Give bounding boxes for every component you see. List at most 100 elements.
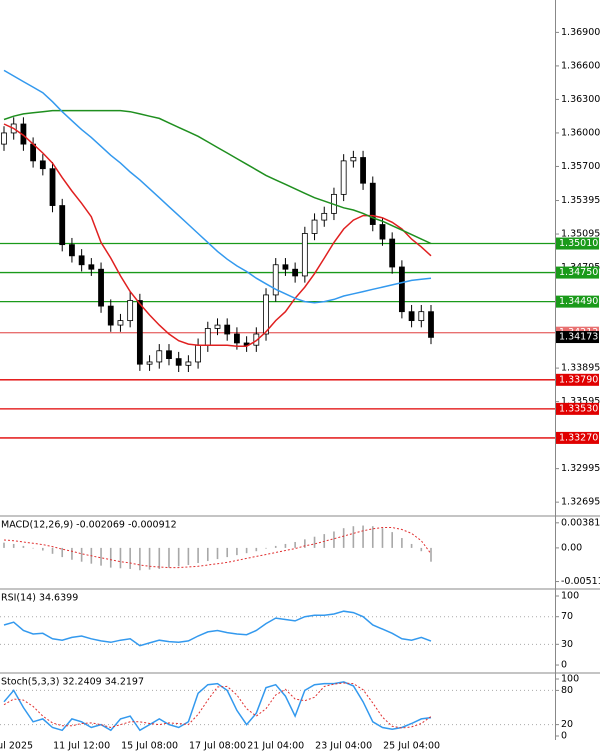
y-tick-label: 1.32995 (561, 463, 600, 474)
candle-body (418, 311, 425, 322)
moving-average (3, 69, 432, 304)
macd-bar (430, 547, 432, 562)
panel-title: Stoch(5,3,3) 32.2409 34.2197 (1, 677, 144, 688)
candle-body (204, 328, 211, 346)
level-label: 1.33790 (559, 374, 598, 385)
level-label-box (556, 295, 599, 308)
macd-bar (304, 539, 306, 548)
y-tick-label: 30 (561, 639, 573, 650)
level-label: 1.34490 (559, 296, 598, 307)
candle-body (175, 358, 182, 366)
candle-body (98, 268, 104, 307)
macd-bar (129, 547, 131, 569)
y-tick-label: 70 (561, 611, 573, 622)
candle-body (214, 324, 221, 329)
candle-body (59, 205, 66, 246)
level-label-box (556, 373, 599, 386)
macd-bar (391, 532, 393, 548)
level-label: 1.35010 (559, 238, 598, 249)
macd-bar (420, 547, 423, 552)
candle-body (282, 264, 289, 270)
macd-bar (352, 526, 355, 548)
candle-body (272, 264, 279, 296)
level-label: 1.33270 (559, 432, 598, 443)
candle-body (69, 244, 75, 257)
last-price-label: 1.34173 (559, 332, 598, 343)
macd-bar (226, 547, 229, 558)
panel-title: RSI(14) 34.6399 (1, 593, 78, 604)
macd-bar (206, 547, 209, 562)
candle-body (350, 157, 357, 162)
macd-bar (158, 547, 161, 569)
macd-bar (255, 547, 258, 552)
y-tick-label: 0.003814 (561, 517, 600, 528)
candle-body (117, 320, 124, 326)
candle-body (379, 224, 386, 240)
macd-bar (265, 547, 267, 549)
macd-signal (3, 527, 432, 569)
level-label-box (556, 431, 599, 444)
moving-average (3, 123, 432, 348)
x-tick-label: Jul 2025 (0, 741, 33, 752)
y-tick-label: 1.36300 (561, 94, 600, 105)
macd-bar (401, 538, 403, 548)
candle-body (263, 294, 269, 335)
x-tick-label: 21 Jul 04:00 (247, 741, 304, 752)
panel-title: MACD(12,26,9) -0.002069 -0.000912 (1, 520, 177, 531)
macd-bar (274, 545, 277, 548)
macd-bar (236, 547, 238, 556)
candle-body (389, 238, 396, 268)
indicator-line (3, 610, 432, 647)
x-tick-label: 23 Jul 04:00 (315, 741, 372, 752)
macd-bar (71, 547, 73, 560)
y-tick-label: 0.00 (561, 542, 582, 553)
y-tick-label: 1.33595 (561, 396, 600, 407)
y-tick-label: 1.35700 (561, 161, 600, 172)
candle-body (398, 266, 405, 313)
level-label-box (556, 402, 599, 415)
macd-bar (22, 545, 25, 548)
y-tick-label: 100 (561, 591, 579, 602)
candle-body (1, 132, 7, 145)
candle-body (39, 160, 46, 170)
indicator-line (3, 681, 432, 732)
macd-bar (3, 542, 5, 548)
y-tick-label: 20 (561, 719, 573, 730)
candle-body (49, 168, 56, 206)
macd-bar (197, 547, 199, 564)
macd-bar (333, 531, 335, 548)
y-tick-label: 0 (561, 731, 567, 742)
y-tick-label: 1.36900 (561, 27, 600, 38)
y-tick-label: 100 (561, 674, 579, 685)
candle-body (195, 344, 201, 363)
y-tick-label: 1.32695 (561, 497, 600, 508)
macd-bar (42, 547, 44, 551)
macd-bar (245, 547, 248, 554)
y-tick-label: 80 (561, 685, 573, 696)
candle-body (292, 268, 299, 277)
candle-body (253, 333, 260, 346)
candle-body (146, 361, 153, 365)
y-tick-label: 1.36000 (561, 127, 600, 138)
x-tick-label: 25 Jul 04:00 (383, 741, 440, 752)
macd-bar (148, 547, 151, 570)
macd-bar (119, 547, 122, 569)
macd-bar (177, 547, 180, 567)
macd-bar (371, 526, 374, 548)
candle-body (301, 233, 308, 277)
level-label-box (556, 266, 599, 279)
macd-bar (294, 541, 296, 548)
macd-bar (168, 547, 170, 568)
x-tick-label: 17 Jul 08:00 (189, 741, 246, 752)
macd-bar (109, 547, 112, 568)
macd-bar (139, 547, 141, 571)
candle-body (136, 300, 143, 365)
candle-body (340, 160, 347, 195)
y-tick-label: 0 (561, 660, 567, 671)
candle-body (224, 324, 231, 335)
candle-body (311, 219, 318, 234)
candle-body (408, 311, 415, 322)
